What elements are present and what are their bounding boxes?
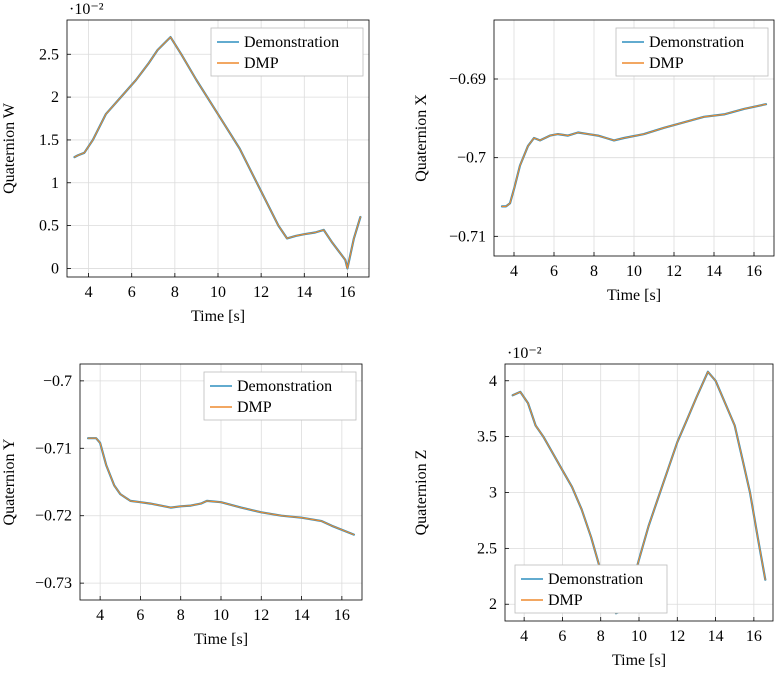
y-tick-label: 0	[51, 260, 59, 277]
x-tick-label: 8	[171, 284, 179, 301]
x-tick-label: 6	[136, 607, 144, 624]
chart-panel-3: 4 6 8 10 12 14 16 −0.73 −0.72 −0.71 −0.7 Time [s] Qu…	[1, 363, 363, 648]
legend-box	[514, 564, 668, 614]
y-tick-label: 2.5	[477, 540, 497, 557]
legend-box	[203, 371, 357, 421]
x-tick-label: 6	[550, 263, 558, 280]
x-tick-label: 8	[590, 263, 598, 280]
chart-panel-1: 4 6 8 10 12 14 16 0 0.5 1 1.5 2 2.5 Time [s] Quaternio…	[1, 1, 370, 325]
x-tick-label: 4	[510, 263, 518, 280]
y-tick-label: 2	[489, 596, 497, 613]
x-axis-label: Time [s]	[194, 631, 248, 648]
y-tick-label: 2.5	[39, 46, 59, 63]
legend: Demonstration DMP	[210, 27, 364, 77]
x-axis-label: Time [s]	[612, 652, 666, 669]
y-tick-label: 1	[51, 175, 59, 192]
x-tick-label: 10	[210, 284, 226, 301]
legend-label-dmp: DMP	[548, 592, 583, 609]
x-tick-label: 14	[708, 628, 724, 645]
x-tick-label: 16	[334, 607, 350, 624]
legend-label-dmp: DMP	[244, 55, 279, 72]
chart-panel-4: 4 6 8 10 12 14 16 2 2.5 3 3.5 4 Time [s] Quaternion Z…	[413, 345, 774, 669]
y-tick-label: 3.5	[477, 429, 497, 446]
x-tick-label: 16	[746, 628, 762, 645]
x-tick-label: 12	[253, 284, 269, 301]
x-tick-label: 10	[213, 607, 229, 624]
y-tick-label: 3	[489, 485, 497, 502]
x-tick-label: 4	[520, 628, 528, 645]
y-tick-label: 0.5	[39, 218, 59, 235]
x-tick-label: 12	[669, 628, 685, 645]
chart-panel-2: 4 6 8 10 12 14 16 −0.71 −0.7 −0.69 Time [s] Quatern…	[413, 19, 775, 304]
legend: Demonstration DMP	[203, 371, 357, 421]
y-tick-label: 1.5	[39, 132, 59, 149]
x-tick-label: 16	[746, 263, 762, 280]
x-axis-label: Time [s]	[607, 287, 661, 304]
y-tick-label: −0.71	[35, 440, 72, 457]
x-tick-label: 4	[96, 607, 104, 624]
legend-label-demonstration: Demonstration	[649, 34, 744, 51]
legend-label-demonstration: Demonstration	[237, 378, 332, 395]
legend: Demonstration DMP	[514, 564, 668, 614]
x-tick-label: 10	[631, 628, 647, 645]
y-tick-label: 4	[489, 373, 497, 390]
legend-box	[615, 27, 769, 77]
x-tick-label: 6	[558, 628, 566, 645]
x-tick-label: 14	[706, 263, 722, 280]
legend-label-dmp: DMP	[649, 55, 684, 72]
x-tick-label: 6	[128, 284, 136, 301]
legend: Demonstration DMP	[615, 27, 769, 77]
x-axis-label: Time [s]	[191, 308, 245, 325]
series-line-dmp	[73, 36, 361, 269]
series-line-dmp	[501, 103, 767, 207]
legend-label-demonstration: Demonstration	[244, 34, 339, 51]
y-tick-label: −0.72	[35, 508, 72, 525]
legend-box	[210, 27, 364, 77]
x-tick-label: 12	[666, 263, 682, 280]
x-tick-label: 12	[253, 607, 269, 624]
x-tick-label: 8	[177, 607, 185, 624]
axis-exponent-label: ·10⁻²	[69, 1, 104, 18]
axis-exponent-label: ·10⁻²	[507, 345, 542, 362]
y-tick-label: −0.7	[43, 373, 72, 390]
x-tick-label: 4	[85, 284, 93, 301]
y-tick-label: −0.73	[35, 575, 72, 592]
y-tick-label: −0.7	[457, 150, 486, 167]
x-tick-label: 14	[294, 607, 310, 624]
y-tick-label: −0.71	[449, 228, 486, 245]
y-tick-label: −0.69	[449, 71, 486, 88]
y-axis-label: Quaternion Y	[1, 438, 18, 525]
series-line-dmp	[87, 437, 355, 536]
y-tick-label: 2	[51, 89, 59, 106]
x-tick-label: 8	[597, 628, 605, 645]
y-axis-label: Quaternion W	[1, 102, 18, 194]
y-axis-label: Quaternion X	[413, 94, 430, 182]
legend-label-demonstration: Demonstration	[548, 571, 643, 588]
legend-label-dmp: DMP	[237, 399, 272, 416]
x-tick-label: 14	[296, 284, 312, 301]
x-tick-label: 10	[626, 263, 642, 280]
x-tick-label: 16	[339, 284, 355, 301]
y-axis-label: Quaternion Z	[413, 450, 430, 536]
